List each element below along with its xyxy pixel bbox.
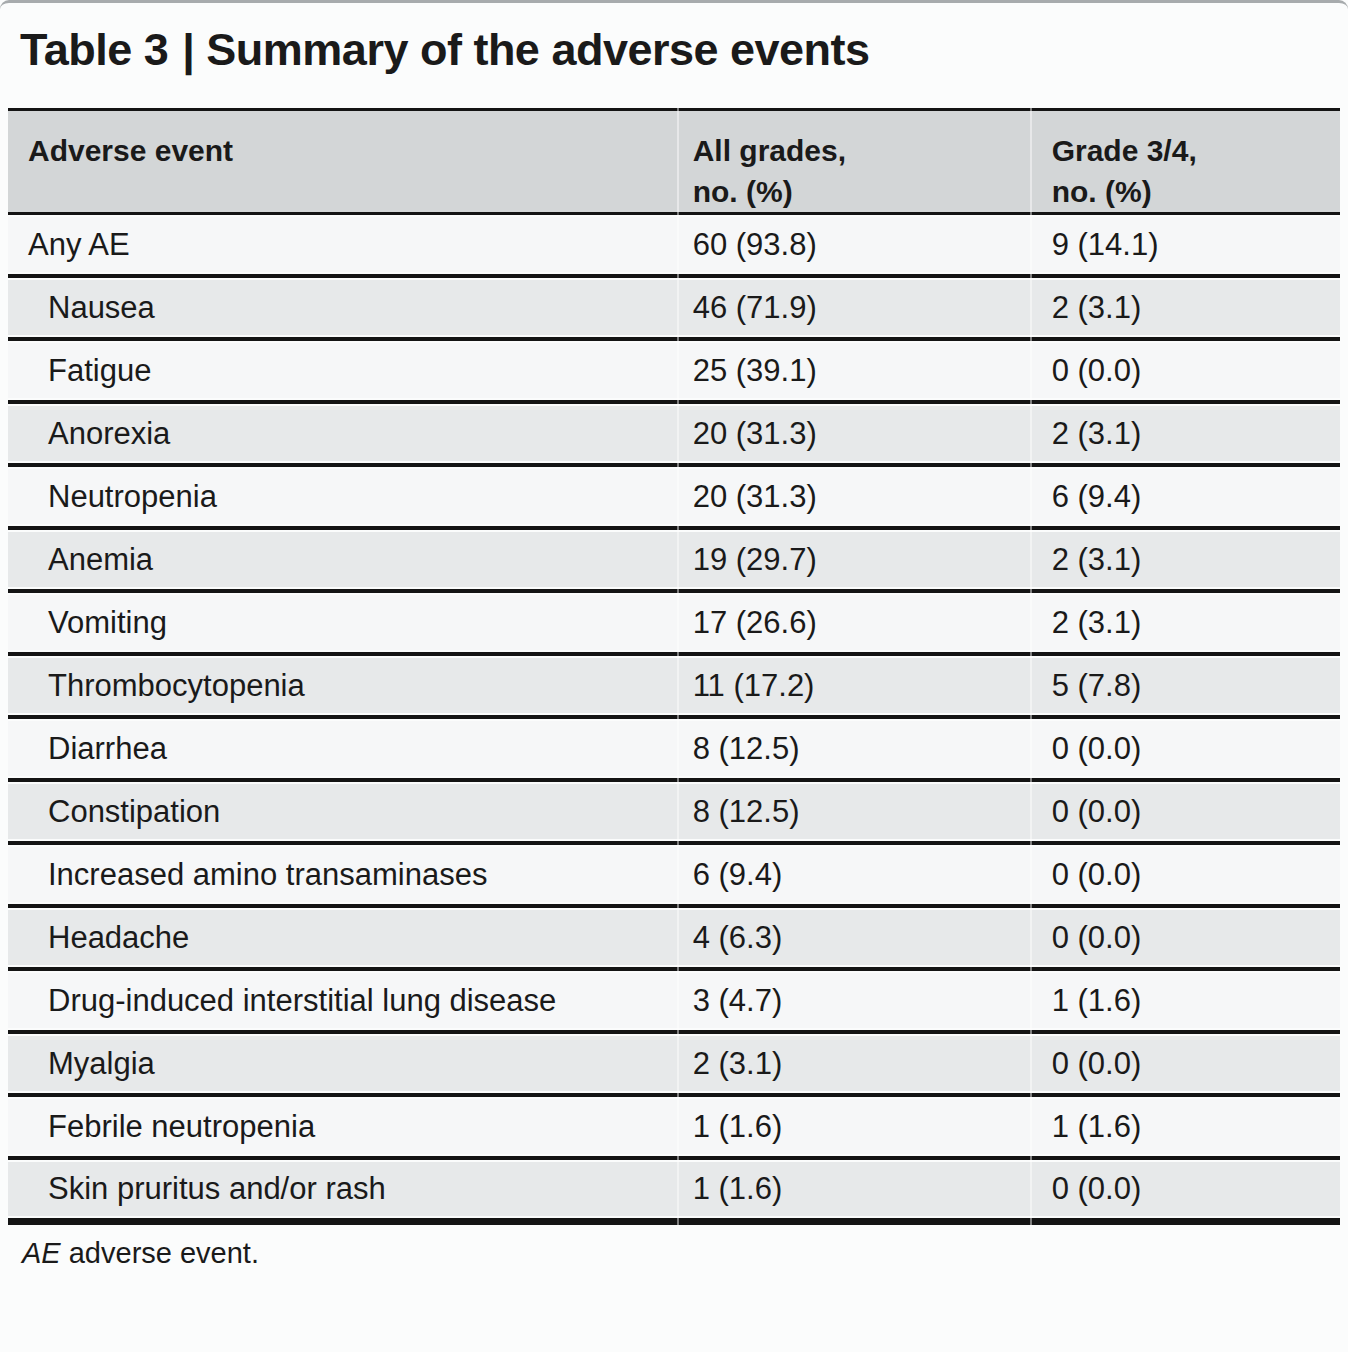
table-row: Constipation 8 (12.5) 0 (0.0)	[8, 780, 1340, 843]
event-name-cell: Thrombocytopenia	[8, 654, 677, 717]
event-name-cell: Increased amino transaminases	[8, 843, 677, 906]
title-separator: |	[168, 24, 206, 75]
table-body: Any AE 60 (93.8) 9 (14.1) Nausea 46 (71.…	[8, 213, 1340, 1221]
all-grades-cell: 20 (31.3)	[677, 465, 1030, 528]
grade34-cell: 2 (3.1)	[1030, 276, 1340, 339]
event-name-cell: Vomiting	[8, 591, 677, 654]
event-name-cell: Myalgia	[8, 1032, 677, 1095]
event-name-cell: Drug-induced interstitial lung disease	[8, 969, 677, 1032]
grade34-cell: 9 (14.1)	[1030, 213, 1340, 276]
all-grades-cell: 4 (6.3)	[677, 906, 1030, 969]
event-name-cell: Fatigue	[8, 339, 677, 402]
table-row: Anemia 19 (29.7) 2 (3.1)	[8, 528, 1340, 591]
table-row: Febrile neutropenia 1 (1.6) 1 (1.6)	[8, 1095, 1340, 1158]
grade34-cell: 0 (0.0)	[1030, 717, 1340, 780]
col-header-grade34-line1: Grade 3/4,	[1052, 130, 1340, 171]
col-header-grade34: Grade 3/4, no. (%)	[1030, 109, 1340, 213]
all-grades-cell: 1 (1.6)	[677, 1095, 1030, 1158]
table-row: Thrombocytopenia 11 (17.2) 5 (7.8)	[8, 654, 1340, 717]
all-grades-cell: 6 (9.4)	[677, 843, 1030, 906]
event-name-cell: Skin pruritus and/or rash	[8, 1158, 677, 1221]
table-row: Drug-induced interstitial lung disease 3…	[8, 969, 1340, 1032]
col-header-adverse-event: Adverse event	[8, 109, 677, 213]
table-row: Fatigue 25 (39.1) 0 (0.0)	[8, 339, 1340, 402]
all-grades-cell: 2 (3.1)	[677, 1032, 1030, 1095]
col-header-all-grades: All grades, no. (%)	[677, 109, 1030, 213]
footnote-abbr: AE	[22, 1237, 61, 1269]
page: Table 3|Summary of the adverse events Ad…	[0, 0, 1348, 1352]
event-name-cell: Anemia	[8, 528, 677, 591]
all-grades-cell: 25 (39.1)	[677, 339, 1030, 402]
event-name-cell: Febrile neutropenia	[8, 1095, 677, 1158]
all-grades-cell: 60 (93.8)	[677, 213, 1030, 276]
header-row: Adverse event All grades, no. (%) Grade …	[8, 109, 1340, 213]
table-row: Skin pruritus and/or rash 1 (1.6) 0 (0.0…	[8, 1158, 1340, 1221]
event-name-cell: Headache	[8, 906, 677, 969]
all-grades-cell: 3 (4.7)	[677, 969, 1030, 1032]
grade34-cell: 0 (0.0)	[1030, 1032, 1340, 1095]
table-row: Headache 4 (6.3) 0 (0.0)	[8, 906, 1340, 969]
all-grades-cell: 17 (26.6)	[677, 591, 1030, 654]
grade34-cell: 0 (0.0)	[1030, 339, 1340, 402]
table-number: Table 3	[20, 24, 168, 75]
grade34-cell: 2 (3.1)	[1030, 528, 1340, 591]
grade34-cell: 1 (1.6)	[1030, 1095, 1340, 1158]
all-grades-cell: 46 (71.9)	[677, 276, 1030, 339]
col-header-grade34-line2: no. (%)	[1052, 171, 1340, 212]
table-title: Table 3|Summary of the adverse events	[20, 25, 1340, 75]
event-name-cell: Constipation	[8, 780, 677, 843]
all-grades-cell: 19 (29.7)	[677, 528, 1030, 591]
col-header-adverse-event-label: Adverse event	[28, 134, 233, 167]
title-text: Summary of the adverse events	[206, 24, 869, 75]
table-row: Vomiting 17 (26.6) 2 (3.1)	[8, 591, 1340, 654]
table-row: Anorexia 20 (31.3) 2 (3.1)	[8, 402, 1340, 465]
event-name-cell: Any AE	[8, 213, 677, 276]
event-name-cell: Anorexia	[8, 402, 677, 465]
all-grades-cell: 20 (31.3)	[677, 402, 1030, 465]
event-name-cell: Diarrhea	[8, 717, 677, 780]
all-grades-cell: 8 (12.5)	[677, 780, 1030, 843]
all-grades-cell: 1 (1.6)	[677, 1158, 1030, 1221]
grade34-cell: 2 (3.1)	[1030, 402, 1340, 465]
grade34-cell: 0 (0.0)	[1030, 1158, 1340, 1221]
table-row: Diarrhea 8 (12.5) 0 (0.0)	[8, 717, 1340, 780]
grade34-cell: 0 (0.0)	[1030, 780, 1340, 843]
footnote: AE adverse event.	[22, 1237, 1340, 1270]
event-name-cell: Neutropenia	[8, 465, 677, 528]
grade34-cell: 0 (0.0)	[1030, 843, 1340, 906]
event-name-cell: Nausea	[8, 276, 677, 339]
table-wrap: Adverse event All grades, no. (%) Grade …	[8, 108, 1340, 1225]
table-row: Nausea 46 (71.9) 2 (3.1)	[8, 276, 1340, 339]
table-row: Myalgia 2 (3.1) 0 (0.0)	[8, 1032, 1340, 1095]
table-row: Increased amino transaminases 6 (9.4) 0 …	[8, 843, 1340, 906]
table-row: Neutropenia 20 (31.3) 6 (9.4)	[8, 465, 1340, 528]
grade34-cell: 2 (3.1)	[1030, 591, 1340, 654]
grade34-cell: 0 (0.0)	[1030, 906, 1340, 969]
footnote-text: adverse event.	[61, 1237, 259, 1269]
adverse-events-table: Adverse event All grades, no. (%) Grade …	[8, 108, 1340, 1225]
col-header-all-grades-line2: no. (%)	[693, 171, 1030, 212]
grade34-cell: 5 (7.8)	[1030, 654, 1340, 717]
all-grades-cell: 8 (12.5)	[677, 717, 1030, 780]
grade34-cell: 1 (1.6)	[1030, 969, 1340, 1032]
col-header-all-grades-line1: All grades,	[693, 130, 1030, 171]
table-row: Any AE 60 (93.8) 9 (14.1)	[8, 213, 1340, 276]
all-grades-cell: 11 (17.2)	[677, 654, 1030, 717]
grade34-cell: 6 (9.4)	[1030, 465, 1340, 528]
